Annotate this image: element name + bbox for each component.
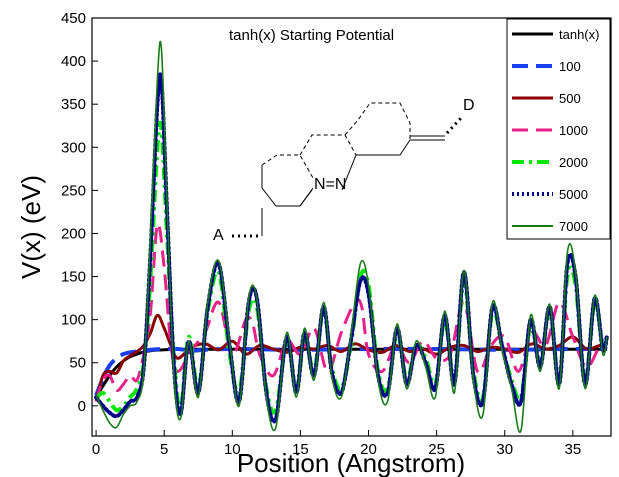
legend: tanh(x) 100 500 1000 2000 5000 7000 (506, 18, 611, 240)
legend-entries: tanh(x) 100 500 1000 2000 5000 7000 (512, 27, 599, 234)
x-tick-label: 25 (428, 441, 445, 458)
y-tick-label: 250 (61, 182, 86, 199)
y-tick-label: 100 (61, 312, 86, 329)
molecule-d-dots (445, 115, 464, 135)
y-tick-label: 300 (61, 139, 86, 156)
molecule-label-n: N=N (314, 176, 346, 193)
axis-ticks: 0 5 10 15 20 25 30 3505010015020025030035040045… (61, 10, 581, 458)
legend-label: 5000 (559, 187, 588, 202)
y-tick-label: 0 (78, 398, 86, 415)
x-tick-label: 35 (565, 441, 582, 458)
molecule-double-bond (410, 135, 445, 141)
molecule-ring-right (344, 102, 411, 140)
molecule-label-a: A (213, 227, 224, 244)
legend-label: 500 (559, 91, 581, 106)
legend-label: tanh(x) (559, 27, 599, 42)
y-tick-label: 400 (61, 53, 86, 70)
molecule-ring-left (261, 154, 314, 179)
molecule-ring-mid (299, 134, 357, 156)
series-line-7000 (95, 40, 608, 434)
legend-label: 2000 (559, 155, 588, 170)
chart-title: tanh(x) Starting Potential (229, 27, 394, 44)
legend-label: 100 (559, 59, 581, 74)
plot-frame (91, 17, 612, 437)
x-tick-label: 30 (496, 441, 513, 458)
x-tick-label: 5 (160, 441, 168, 458)
y-tick-label: 450 (61, 10, 86, 27)
series-layer (94, 40, 609, 434)
x-axis-title: Position (Angstrom) (237, 448, 465, 477)
y-axis-title: V(x) (eV) (16, 175, 46, 279)
legend-label: 7000 (559, 219, 588, 234)
y-tick-label: 50 (69, 355, 86, 372)
x-tick-label: 10 (224, 441, 241, 458)
molecule-n-bonds (299, 154, 357, 207)
y-tick-label: 150 (61, 269, 86, 286)
molecule-ring-left-solid (261, 165, 314, 207)
molecule-diagram (232, 102, 464, 238)
molecule-label-d: D (463, 97, 475, 114)
legend-label: 1000 (559, 123, 588, 138)
x-tick-label: 0 (92, 441, 100, 458)
y-tick-label: 350 (61, 96, 86, 113)
y-tick-label: 200 (61, 225, 86, 242)
x-tick-label: 20 (360, 441, 377, 458)
x-tick-label: 15 (292, 441, 309, 458)
molecule-ring-right-solid (356, 139, 411, 156)
